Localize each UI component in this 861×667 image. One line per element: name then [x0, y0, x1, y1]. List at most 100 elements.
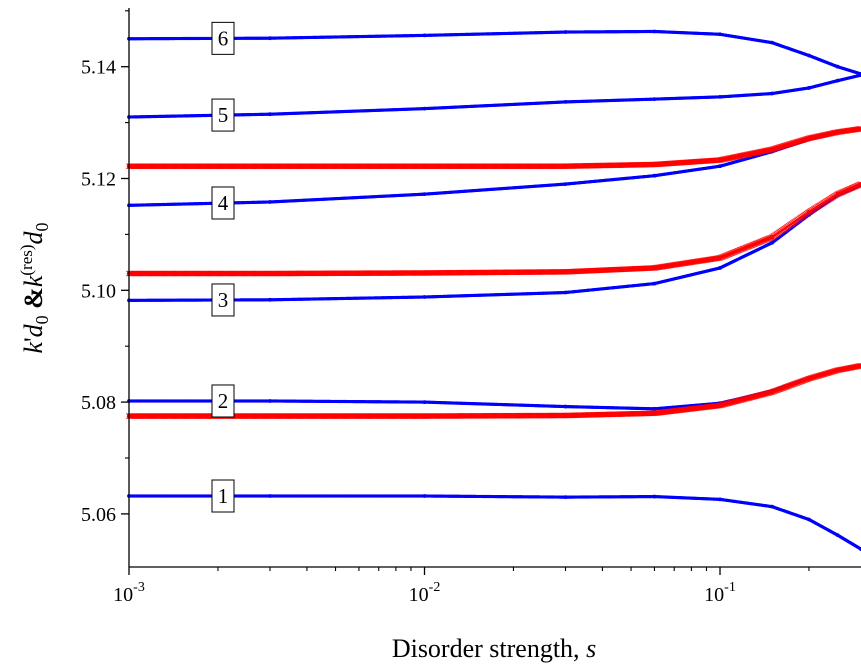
series-cross	[820, 371, 827, 378]
data-point	[422, 192, 427, 197]
series-cross	[779, 385, 786, 392]
series-cross	[788, 382, 794, 389]
data-point	[717, 157, 723, 163]
data-point	[268, 297, 272, 302]
data-point	[422, 400, 427, 404]
series-reference-2	[126, 362, 861, 419]
series-cross	[816, 372, 823, 379]
series-cross	[775, 386, 782, 393]
data-point	[835, 191, 840, 197]
data-point	[652, 281, 657, 286]
data-point	[835, 533, 840, 538]
data-point	[718, 266, 722, 270]
data-point	[268, 200, 272, 204]
series-cross	[780, 384, 787, 391]
series-cross	[798, 378, 805, 385]
data-point	[769, 147, 775, 152]
series-reference-4	[126, 181, 861, 277]
data-point	[718, 497, 722, 502]
data-point	[807, 517, 811, 522]
data-point	[563, 164, 568, 169]
data-point	[835, 129, 840, 135]
series-cross	[795, 379, 802, 386]
series-cross	[781, 384, 788, 391]
series-cross	[778, 385, 785, 392]
series-cross	[818, 372, 825, 378]
series-cross	[785, 383, 792, 389]
series-cross	[784, 383, 791, 390]
series-cross	[828, 369, 835, 375]
series-cross	[821, 371, 828, 377]
data-point	[422, 494, 427, 498]
series-cross	[801, 377, 808, 384]
data-point	[422, 413, 427, 419]
series-cross	[794, 380, 801, 386]
series-cross	[812, 373, 818, 380]
data-point	[652, 265, 657, 271]
data-point	[770, 504, 774, 509]
data-point	[267, 164, 273, 169]
series-cross	[793, 380, 800, 387]
series-cross	[783, 383, 790, 390]
chart-marks	[126, 29, 861, 552]
data-point	[563, 404, 568, 409]
data-point	[769, 234, 775, 240]
series-cross	[822, 370, 829, 377]
data-point	[422, 164, 427, 169]
data-point	[563, 269, 568, 275]
data-point	[652, 406, 657, 411]
series-cross	[858, 362, 861, 369]
series-cross	[810, 374, 816, 381]
series-cross	[782, 384, 789, 390]
data-point	[652, 411, 657, 416]
series-cross	[827, 369, 834, 376]
data-point	[268, 494, 272, 498]
data-point	[858, 363, 861, 368]
series-cross	[819, 371, 826, 378]
data-point	[835, 368, 840, 373]
data-point	[652, 173, 657, 178]
series-2	[127, 363, 861, 411]
series-5	[127, 73, 861, 119]
data-point	[652, 494, 657, 499]
series-cross	[800, 377, 807, 384]
series-cross	[789, 381, 795, 388]
series-cross	[797, 378, 804, 385]
data-point	[770, 240, 774, 245]
series-cross	[776, 386, 783, 393]
series-cross	[813, 373, 819, 380]
data-point	[422, 295, 427, 299]
data-point	[563, 290, 568, 295]
series-reference-6	[126, 125, 861, 170]
data-point	[717, 403, 723, 408]
series-cross	[796, 379, 803, 386]
series-cross	[790, 381, 796, 388]
data-point	[806, 136, 812, 141]
data-point	[563, 495, 568, 500]
data-point	[806, 209, 812, 215]
series-cross	[829, 368, 836, 375]
series-cross	[815, 373, 822, 379]
series-1	[127, 494, 861, 552]
series-cross	[774, 387, 781, 393]
data-point	[267, 271, 273, 276]
series-cross	[777, 386, 784, 392]
data-point	[652, 162, 657, 167]
data-point	[769, 389, 775, 395]
series-cross	[811, 374, 817, 381]
series-cross	[773, 387, 780, 394]
data-point	[563, 182, 568, 186]
data-point	[268, 399, 272, 403]
series-cross	[814, 373, 820, 380]
data-point	[806, 376, 812, 381]
series-cross	[824, 370, 831, 377]
series-cross	[791, 381, 797, 387]
data-point	[422, 270, 427, 276]
series-cross	[826, 369, 833, 376]
data-point	[718, 164, 722, 169]
data-point	[717, 255, 723, 261]
series-cross	[799, 378, 806, 384]
data-point	[267, 413, 273, 419]
series-cross	[787, 382, 793, 389]
